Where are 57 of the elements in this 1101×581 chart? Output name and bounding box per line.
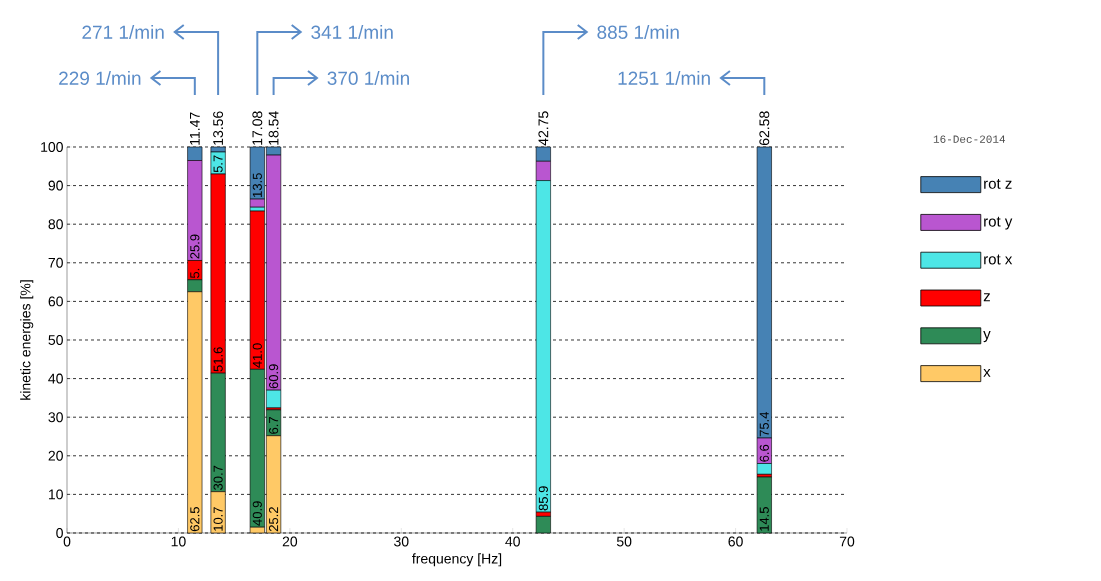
- text: 1251 1/min: [618, 71, 710, 85]
- legend-label: rot z: [984, 179, 1012, 189]
- y-tick-label: 70: [48, 257, 63, 268]
- data-label: 40.9: [252, 501, 262, 526]
- legend-label: y: [983, 331, 991, 343]
- annotation: 17.08: [252, 111, 263, 145]
- x-tick-label: 40: [505, 536, 520, 547]
- text: 229 1/min: [59, 71, 141, 85]
- data-label: 60.9: [268, 364, 279, 389]
- data-label: 5.7: [213, 155, 223, 173]
- legend-label: rot y: [984, 216, 1013, 230]
- x-tick-label: 0: [63, 536, 71, 547]
- legend-label: z: [983, 293, 990, 302]
- data-label: 62.5: [190, 507, 200, 532]
- y-axis-title: kinetic energies [%]: [20, 280, 34, 400]
- text: 341 1/min: [311, 25, 393, 39]
- y-tick-label: 0: [56, 528, 63, 538]
- text: 271 1/min: [82, 25, 164, 39]
- text: 885 1/min: [597, 25, 679, 39]
- y-tick-label: 100: [41, 142, 63, 152]
- annotation: 11.47: [190, 112, 200, 145]
- data-label: 41.0: [252, 343, 262, 368]
- y-tick-label: 10: [48, 489, 63, 500]
- y-tick-label: 40: [48, 373, 63, 384]
- x-tick-label: 50: [616, 536, 632, 547]
- data-label: 25.2: [268, 507, 279, 532]
- x-axis-title: frequency [Hz]: [412, 553, 502, 567]
- y-tick-label: 90: [48, 180, 63, 191]
- annotation: 42.75: [538, 111, 549, 146]
- x-tick-label: 60: [728, 536, 743, 547]
- annotation: 62.58: [759, 111, 770, 146]
- y-tick-label: 80: [48, 219, 63, 230]
- y-tick-label: 50: [48, 335, 63, 345]
- annotation: 18.54: [268, 111, 279, 145]
- data-label: 10.7: [213, 507, 223, 531]
- x-tick-label: 30: [394, 536, 409, 547]
- x-tick-label: 70: [839, 536, 855, 547]
- annotation: 13.56: [213, 111, 224, 145]
- y-tick-label: 20: [48, 450, 63, 461]
- legend-label: x: [983, 368, 991, 377]
- x-tick-label: 10: [171, 536, 186, 547]
- legend-label: rot x: [984, 254, 1013, 265]
- data-label: 25.9: [190, 234, 200, 259]
- y-tick-label: 30: [48, 412, 63, 423]
- data-label: 85.9: [538, 486, 548, 511]
- data-label: 75.4: [759, 411, 769, 437]
- x-tick-label: 20: [282, 536, 298, 547]
- data-label: 51.6: [213, 347, 223, 372]
- legend-title: 16-Dec-2014: [933, 135, 1006, 143]
- data-label: 6.6: [759, 444, 769, 462]
- data-label: 13.5: [252, 173, 262, 197]
- data-label: 6.7: [268, 417, 279, 434]
- data-label: 30.7: [213, 465, 223, 490]
- data-label: 14.5: [759, 507, 769, 531]
- data-label: 5.: [190, 268, 200, 279]
- y-tick-label: 60: [48, 296, 63, 307]
- text: 370 1/min: [327, 71, 409, 85]
